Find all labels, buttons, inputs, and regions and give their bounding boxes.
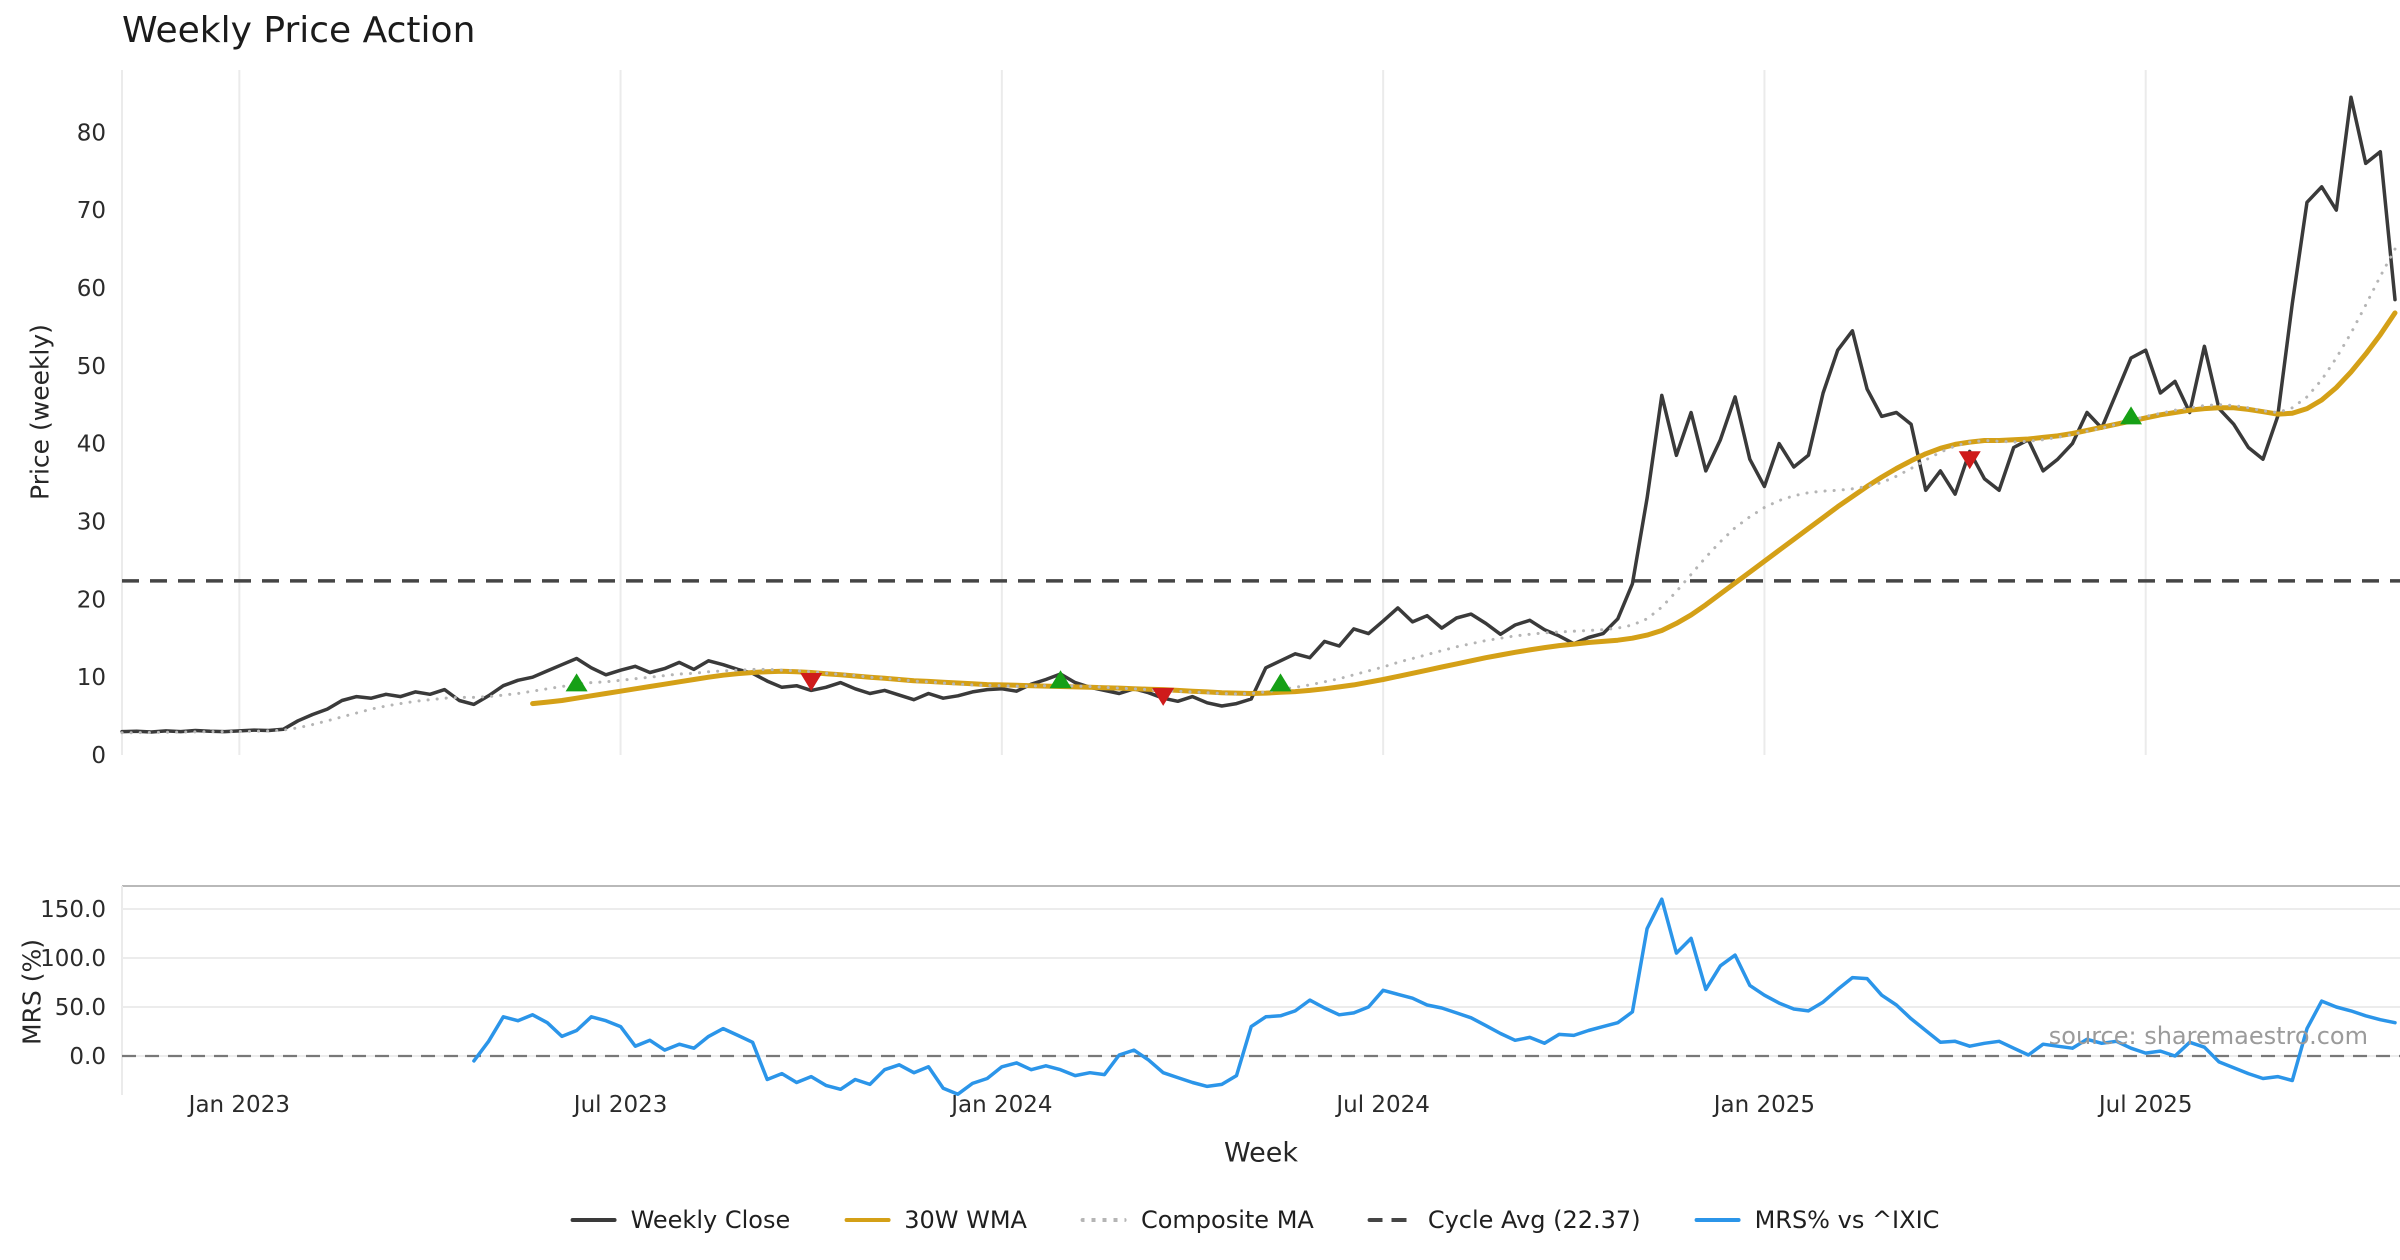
- price-y-tick-label: 10: [77, 665, 106, 691]
- price-y-tick-label: 60: [77, 276, 106, 302]
- price-y-tick-label: 0: [91, 743, 106, 769]
- mrs-y-tick-label: 100.0: [40, 946, 106, 972]
- series-mrs: [472, 897, 2397, 1096]
- mrs-y-tick-label: 0.0: [69, 1044, 106, 1070]
- mrs-y-axis-label: MRS (%): [17, 938, 47, 1046]
- mrs-y-tick-label: 150.0: [40, 897, 106, 923]
- composite-ma-line-swatch: [1080, 1218, 1127, 1222]
- buy-marker: [565, 673, 588, 692]
- legend-label: Weekly Close: [630, 1206, 791, 1234]
- series-composite_ma: [120, 247, 2397, 735]
- price-y-axis-label: Price (weekly): [25, 324, 55, 500]
- legend-item-mrs: MRS% vs ^IXIC: [1694, 1206, 1940, 1234]
- legend-item-composite-ma: Composite MA: [1080, 1206, 1314, 1234]
- price-y-tick-label: 70: [77, 198, 106, 224]
- legend-item-weekly-close: Weekly Close: [570, 1206, 791, 1234]
- source-watermark: source: sharemaestro.com: [2048, 1022, 2368, 1050]
- chart-legend: Weekly Close 30W WMA Composite MA Cycle …: [570, 1206, 1940, 1234]
- series-wma_30w: [530, 310, 2398, 707]
- series-weekly_close: [120, 95, 2397, 734]
- price-y-tick-label: 30: [77, 509, 106, 535]
- legend-label: 30W WMA: [904, 1206, 1027, 1234]
- price-y-tick-label: 50: [77, 354, 106, 380]
- sell-marker: [1152, 687, 1175, 706]
- legend-label: Cycle Avg (22.37): [1427, 1206, 1641, 1234]
- legend-item-30w-wma: 30W WMA: [844, 1206, 1027, 1234]
- x-tick-label: Jan 2024: [949, 1092, 1052, 1118]
- x-tick-label: Jul 2023: [572, 1092, 668, 1118]
- sell-marker: [800, 673, 823, 692]
- weekly-close-line-swatch: [570, 1218, 617, 1222]
- chart-title: Weekly Price Action: [122, 10, 476, 51]
- x-axis-label: Week: [1224, 1137, 1298, 1169]
- price-y-tick-label: 20: [77, 587, 106, 613]
- wma-line-swatch: [844, 1218, 891, 1222]
- x-tick-label: Jul 2024: [1334, 1092, 1430, 1118]
- mrs-line-swatch: [1694, 1218, 1741, 1222]
- legend-label: MRS% vs ^IXIC: [1754, 1206, 1940, 1234]
- mrs-y-tick-label: 50.0: [55, 995, 106, 1021]
- x-tick-label: Jan 2025: [1712, 1092, 1815, 1118]
- buy-marker: [1049, 670, 1072, 689]
- sell-marker: [1958, 451, 1981, 470]
- legend-label: Composite MA: [1140, 1206, 1314, 1234]
- x-tick-label: Jul 2025: [2097, 1092, 2193, 1118]
- price-y-tick-label: 80: [77, 120, 106, 146]
- buy-marker: [2120, 406, 2143, 425]
- x-tick-label: Jan 2023: [187, 1092, 290, 1118]
- cycle-avg-line-swatch: [1367, 1218, 1414, 1222]
- price-y-tick-label: 40: [77, 432, 106, 458]
- buy-marker: [1269, 673, 1292, 692]
- legend-item-cycle-avg: Cycle Avg (22.37): [1367, 1206, 1641, 1234]
